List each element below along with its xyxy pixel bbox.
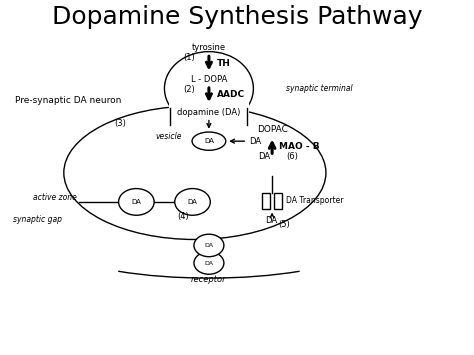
Text: DOPAC: DOPAC bbox=[256, 125, 288, 134]
Circle shape bbox=[194, 234, 224, 257]
Text: DA: DA bbox=[188, 199, 198, 205]
FancyBboxPatch shape bbox=[169, 101, 249, 125]
Text: DA: DA bbox=[204, 138, 214, 144]
Circle shape bbox=[194, 252, 224, 274]
Text: (5): (5) bbox=[278, 220, 290, 229]
Text: DA: DA bbox=[204, 261, 213, 266]
Text: (6): (6) bbox=[286, 152, 298, 161]
Text: DA: DA bbox=[258, 152, 270, 161]
Text: (2): (2) bbox=[183, 85, 195, 94]
Text: receptor: receptor bbox=[191, 275, 227, 284]
Text: Pre-synaptic DA neuron: Pre-synaptic DA neuron bbox=[15, 96, 121, 105]
Bar bbox=[262, 193, 270, 209]
Text: synaptic terminal: synaptic terminal bbox=[286, 84, 353, 93]
Text: (1): (1) bbox=[183, 54, 195, 62]
Text: MAO - B: MAO - B bbox=[279, 142, 320, 151]
Text: L - DOPA: L - DOPA bbox=[191, 75, 227, 84]
Text: DA: DA bbox=[249, 137, 261, 146]
Bar bbox=[274, 193, 283, 209]
Text: TH: TH bbox=[218, 59, 231, 68]
Text: DA Transporter: DA Transporter bbox=[286, 196, 344, 205]
Circle shape bbox=[175, 189, 210, 215]
Text: synaptic gap: synaptic gap bbox=[13, 215, 62, 224]
Text: DA: DA bbox=[204, 243, 213, 248]
Circle shape bbox=[118, 189, 154, 215]
Text: dopamine (DA): dopamine (DA) bbox=[177, 108, 241, 116]
Text: (4): (4) bbox=[177, 212, 189, 221]
Ellipse shape bbox=[64, 106, 326, 240]
Text: DA: DA bbox=[265, 217, 277, 225]
Text: active zone: active zone bbox=[33, 193, 77, 202]
Ellipse shape bbox=[164, 51, 254, 125]
Text: AADC: AADC bbox=[218, 90, 246, 99]
Text: tyrosine: tyrosine bbox=[192, 43, 226, 52]
Text: Dopamine Synthesis Pathway: Dopamine Synthesis Pathway bbox=[52, 5, 422, 28]
Ellipse shape bbox=[192, 132, 226, 150]
Text: (3): (3) bbox=[114, 119, 126, 128]
Text: DA: DA bbox=[131, 199, 141, 205]
Text: vesicle: vesicle bbox=[155, 132, 182, 141]
